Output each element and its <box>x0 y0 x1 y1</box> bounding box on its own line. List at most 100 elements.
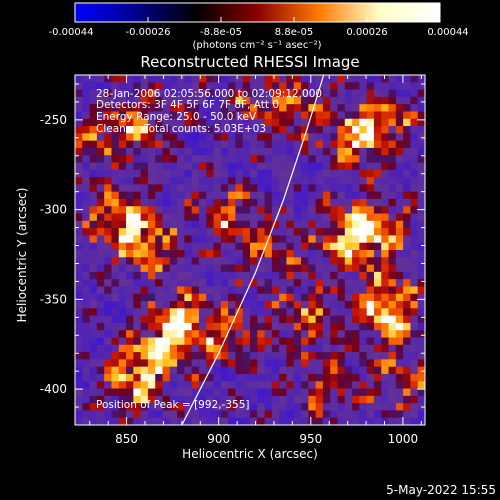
heatmap-cell <box>104 344 113 353</box>
heatmap-cell <box>89 133 98 142</box>
heatmap-cell <box>133 213 142 222</box>
heatmap-cell <box>366 373 375 382</box>
heatmap-cell <box>403 242 412 251</box>
heatmap-cell <box>381 286 390 295</box>
heatmap-cell <box>250 206 258 215</box>
heatmap-cell <box>177 206 185 215</box>
heatmap-cell <box>381 169 390 178</box>
heatmap-cell <box>381 133 390 142</box>
heatmap-cell <box>111 293 120 302</box>
heatmap-cell <box>242 322 251 331</box>
heatmap-cell <box>279 403 288 412</box>
heatmap-cell <box>264 322 273 331</box>
heatmap-cell <box>322 308 331 317</box>
heatmap-cell <box>344 410 353 419</box>
heatmap-cell <box>257 228 266 237</box>
heatmap-cell <box>322 140 331 149</box>
heatmap-cell <box>155 264 164 273</box>
heatmap-cell <box>301 381 309 390</box>
heatmap-cell <box>220 257 229 266</box>
heatmap-cell <box>381 162 390 171</box>
heatmap-cell <box>271 104 280 113</box>
heatmap-cell <box>184 133 193 142</box>
heatmap-cell <box>271 82 280 91</box>
heatmap-cell <box>162 344 171 353</box>
heatmap-cell <box>198 337 207 346</box>
heatmap-cell <box>96 206 105 215</box>
heatmap-cell <box>213 228 222 237</box>
heatmap-cell <box>96 330 105 339</box>
heatmap-cell <box>147 235 156 244</box>
heatmap-cell <box>213 191 222 200</box>
heatmap-cell <box>104 410 113 419</box>
heatmap-cell <box>381 308 390 317</box>
heatmap-cell <box>286 96 295 105</box>
heatmap-cell <box>315 184 324 193</box>
heatmap-cell <box>228 373 237 382</box>
heatmap-cell <box>228 250 237 258</box>
heatmap-cell <box>147 315 156 324</box>
heatmap-cell <box>162 308 171 317</box>
heatmap-cell <box>250 373 258 382</box>
heatmap-cell <box>330 220 339 229</box>
heatmap-cell <box>75 104 83 113</box>
heatmap-cell <box>220 271 229 280</box>
heatmap-cell <box>147 301 156 309</box>
heatmap-cell <box>82 82 91 91</box>
heatmap-cell <box>147 264 156 273</box>
heatmap-cell <box>206 133 215 142</box>
heatmap-cell <box>366 162 375 171</box>
heatmap-cell <box>403 104 412 113</box>
heatmap-cell <box>169 118 178 127</box>
heatmap-cell <box>337 228 346 237</box>
heatmap-cell <box>96 344 105 353</box>
heatmap-cell <box>220 235 229 244</box>
heatmap-cell <box>155 177 164 185</box>
heatmap-cell <box>279 286 288 295</box>
heatmap-cell <box>213 417 222 425</box>
heatmap-cell <box>293 286 302 295</box>
heatmap-cell <box>162 330 171 339</box>
heatmap-cell <box>264 184 273 193</box>
heatmap-cell <box>155 155 164 164</box>
heatmap-cell <box>257 373 266 382</box>
heatmap-cell <box>330 264 339 273</box>
heatmap-cell <box>344 395 353 404</box>
heatmap-cell <box>140 206 149 215</box>
heatmap-cell <box>322 242 331 251</box>
heatmap-cell <box>301 177 309 185</box>
heatmap-cell <box>381 111 390 120</box>
heatmap-cell <box>250 242 258 251</box>
y-tick-label: -250 <box>40 113 67 127</box>
y-tick-label: -400 <box>40 382 67 396</box>
heatmap-cell <box>191 235 200 244</box>
heatmap-cell <box>111 388 120 397</box>
heatmap-cell <box>155 213 164 222</box>
heatmap-cell <box>89 140 98 149</box>
heatmap-cell <box>264 330 273 339</box>
heatmap-cell <box>169 410 178 419</box>
heatmap-cell <box>242 330 251 339</box>
heatmap-cell <box>220 147 229 156</box>
heatmap-cell <box>140 89 149 98</box>
heatmap-cell <box>155 322 164 331</box>
heatmap-cell <box>388 301 397 309</box>
heatmap-cell <box>395 315 404 324</box>
heatmap-cell <box>82 235 91 244</box>
heatmap-cell <box>220 388 229 397</box>
heatmap-cell <box>410 162 419 171</box>
heatmap-cell <box>184 359 193 368</box>
heatmap-cell <box>96 235 105 244</box>
heatmap-cell <box>271 315 280 324</box>
heatmap-cell <box>118 293 127 302</box>
heatmap-cell <box>89 155 98 164</box>
heatmap-cell <box>198 279 207 288</box>
heatmap-cell <box>111 89 120 98</box>
heatmap-cell <box>271 147 280 156</box>
heatmap-cell <box>169 140 178 149</box>
heatmap-cell <box>403 220 412 229</box>
heatmap-cell <box>169 235 178 244</box>
heatmap-cell <box>344 228 353 237</box>
heatmap-cell <box>228 206 237 215</box>
heatmap-cell <box>104 184 113 193</box>
